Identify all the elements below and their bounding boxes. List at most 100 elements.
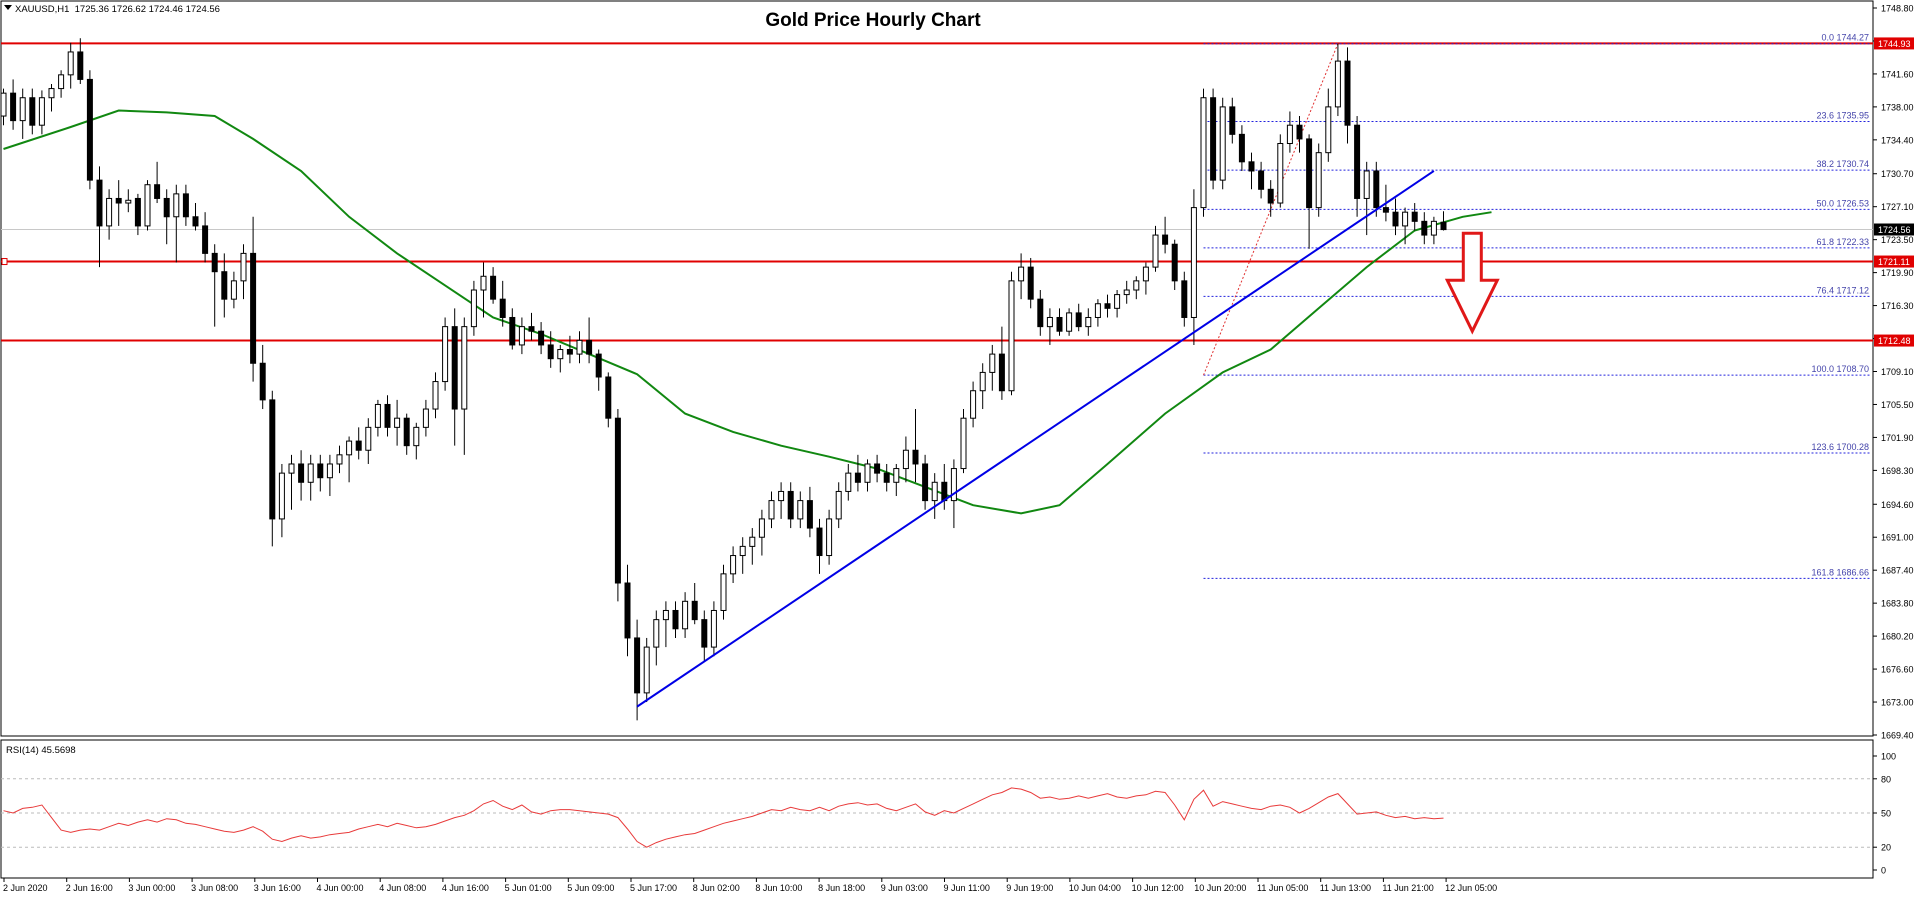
candle-body-bull — [1334, 60, 1341, 108]
candle-body-bull — [576, 339, 583, 355]
rsi-tick-label: 80 — [1881, 774, 1891, 784]
candle — [547, 331, 554, 368]
candle — [835, 482, 842, 529]
candle — [922, 454, 929, 510]
candle-body-bear — [624, 582, 631, 639]
candle — [461, 317, 468, 455]
candle-body-bear — [854, 472, 861, 483]
candle — [154, 161, 161, 204]
trend-line — [636, 170, 1435, 708]
candle-body-bull — [989, 353, 996, 373]
candle — [202, 212, 209, 263]
candle — [941, 463, 948, 510]
candle-body-bull — [826, 518, 833, 557]
price-tick-label: 1698.30 — [1881, 466, 1914, 476]
candle-body-bull — [1219, 106, 1226, 181]
candle — [864, 459, 871, 492]
price-tick-label: 1676.60 — [1881, 665, 1914, 675]
candle-body-bull — [1133, 280, 1140, 291]
price-tick-label: 1694.60 — [1881, 500, 1914, 510]
candle-body-bull — [720, 573, 727, 611]
candle — [384, 395, 391, 437]
candle — [787, 482, 794, 529]
time-tick-label: 2 Jun 16:00 — [66, 883, 113, 893]
candle — [1315, 143, 1322, 217]
candle — [979, 363, 986, 410]
candle-body-bull — [288, 463, 295, 474]
time-tick-label: 2 Jun 2020 — [3, 883, 48, 893]
candle-body-bear — [192, 216, 199, 227]
candle-body-bull — [778, 490, 785, 502]
candle — [240, 244, 247, 300]
candle-body-bear — [806, 500, 813, 529]
candle-body-bear — [1354, 124, 1361, 199]
candle — [451, 308, 458, 446]
candle — [883, 463, 890, 492]
current-price-tag-text: 1724.56 — [1878, 225, 1911, 235]
candle — [1238, 125, 1245, 171]
time-axis: 2 Jun 2020 2 Jun 16:00 3 Jun 00:00 3 Jun 08… — [3, 878, 1497, 893]
time-tick-label: 3 Jun 16:00 — [254, 883, 301, 893]
time-tick-label: 9 Jun 19:00 — [1006, 883, 1053, 893]
candle-body-bear — [403, 417, 410, 447]
candle — [538, 322, 545, 355]
candle — [931, 473, 938, 519]
candle — [1200, 88, 1207, 217]
candle-body-bull — [970, 390, 977, 419]
candle — [758, 509, 765, 556]
candle-body-bull — [518, 326, 525, 346]
price-tick-label: 1727.10 — [1881, 202, 1914, 212]
candle-body-bull — [1018, 266, 1025, 282]
candle-body-bear — [490, 275, 497, 300]
candle-body-bear — [1238, 133, 1245, 163]
candle — [1421, 212, 1428, 245]
candle — [672, 601, 679, 638]
time-tick-label: 5 Jun 09:00 — [567, 883, 614, 893]
candle-body-bull — [893, 468, 900, 483]
price-tick-label: 1687.40 — [1881, 566, 1914, 576]
level-price-tag — [1874, 334, 1914, 347]
rsi-tick-label: 100 — [1881, 752, 1896, 762]
candle-body-bull — [1315, 152, 1322, 209]
moving-average-line — [3, 109, 1492, 515]
candle — [336, 445, 343, 474]
fib-level-label: 76.4 1717.12 — [1816, 285, 1869, 295]
candle-body-bear — [1382, 207, 1389, 213]
candle-body-bear — [451, 326, 458, 410]
candle-body-bear — [1258, 170, 1265, 190]
candle — [490, 267, 497, 304]
price-tick-label: 1730.70 — [1881, 169, 1914, 179]
candle-body-bear — [874, 463, 881, 474]
candle-body-bear — [1037, 298, 1044, 328]
candle — [480, 262, 487, 318]
candle — [38, 90, 45, 135]
candle — [96, 166, 103, 268]
candle — [1267, 180, 1274, 217]
candle — [614, 409, 621, 602]
candle — [595, 349, 602, 391]
candlesticks — [0, 38, 1447, 721]
candle-body-bull — [480, 275, 487, 291]
candle-body-bull — [1402, 211, 1409, 227]
candle-body-bear — [998, 353, 1005, 392]
time-tick-label: 8 Jun 18:00 — [818, 883, 865, 893]
main-plot-border — [0, 0, 1874, 737]
rsi-plot-border — [0, 739, 1874, 879]
candle — [106, 189, 113, 240]
candle — [413, 422, 420, 460]
time-tick-label: 11 Jun 21:00 — [1382, 883, 1433, 893]
candle — [86, 70, 93, 190]
rsi-tick-label: 0 — [1881, 866, 1886, 876]
candle — [912, 409, 919, 483]
candle-body-bear — [77, 51, 84, 80]
candle — [1190, 189, 1197, 345]
candle — [307, 454, 314, 501]
symbol-menu-triangle[interactable] — [4, 5, 12, 10]
candle-body-bull — [278, 472, 285, 520]
candle-body-bull — [365, 426, 372, 451]
candle — [1296, 116, 1303, 153]
candle — [1056, 308, 1063, 336]
candle-body-bear — [595, 353, 602, 378]
candle-body-bear — [221, 271, 228, 300]
